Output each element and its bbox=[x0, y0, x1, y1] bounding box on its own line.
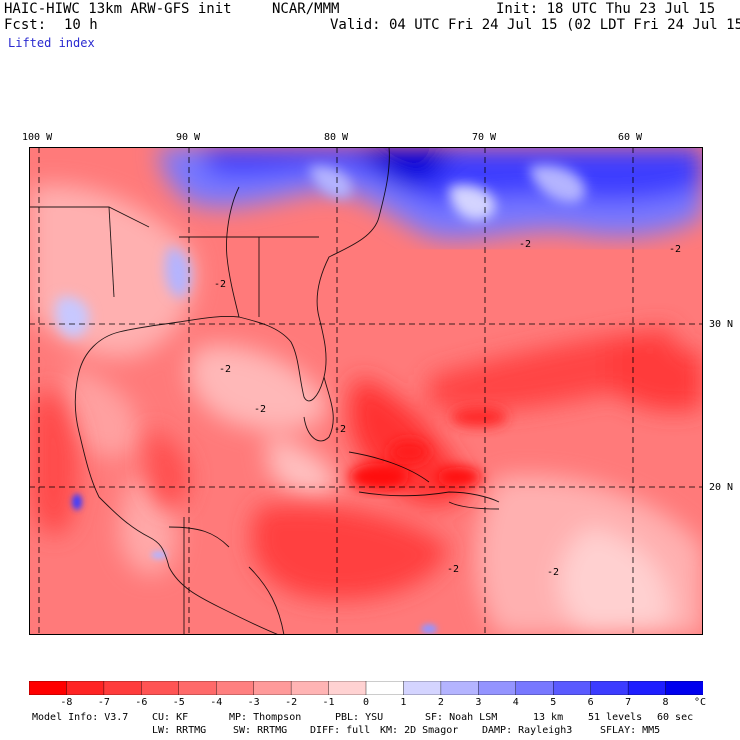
colorbar-label: -5 bbox=[172, 697, 185, 708]
microphysics-scheme: MP: Thompson bbox=[229, 712, 302, 723]
eddy-coeff-option: KM: 2D Smagor bbox=[380, 725, 459, 736]
colorbar bbox=[29, 681, 703, 695]
colorbar-swatch bbox=[478, 681, 517, 695]
colorbar-swatch bbox=[103, 681, 143, 695]
colorbar-label: 3 bbox=[475, 697, 482, 708]
lifted-index-map: -2 -2 -2 -2 -2 -2 -2 -2 bbox=[29, 147, 703, 635]
pbl-scheme: PBL: YSU bbox=[335, 712, 384, 723]
colorbar-swatch bbox=[590, 681, 629, 695]
colorbar-swatch bbox=[553, 681, 592, 695]
colorbar-label: 7 bbox=[625, 697, 632, 708]
colorbar-label: 5 bbox=[550, 697, 557, 708]
contour-label: -2 bbox=[334, 424, 346, 435]
peak-instability-cores bbox=[349, 407, 507, 491]
colorbar-swatch bbox=[403, 681, 442, 695]
center-label: NCAR/MMM bbox=[272, 1, 340, 17]
colorbar-label: 4 bbox=[512, 697, 519, 708]
diffusion-option: DIFF: full bbox=[310, 725, 371, 736]
lon-label: 70 W bbox=[472, 132, 497, 143]
shortwave-scheme: SW: RRTMG bbox=[233, 725, 288, 736]
contour-labels: -2 -2 -2 -2 -2 -2 -2 -2 bbox=[214, 239, 681, 578]
colorbar-label: 6 bbox=[587, 697, 594, 708]
colorbar-label: -4 bbox=[210, 697, 223, 708]
damping-option: DAMP: Rayleigh3 bbox=[482, 725, 573, 736]
lat-label: 30 N bbox=[709, 319, 734, 330]
colorbar-swatch bbox=[216, 681, 255, 695]
lat-label: 20 N bbox=[709, 482, 734, 493]
lon-label: 60 W bbox=[618, 132, 643, 143]
contour-label: -2 bbox=[669, 244, 681, 255]
stable-swirls bbox=[55, 165, 586, 338]
colorbar-label: -6 bbox=[135, 697, 148, 708]
colorbar-label: 2 bbox=[437, 697, 444, 708]
colorbar-unit: °C bbox=[693, 697, 707, 708]
colorbar-label: -8 bbox=[60, 697, 73, 708]
colorbar-label: -3 bbox=[247, 697, 260, 708]
colorbar-swatch bbox=[365, 681, 405, 695]
isolated-stable-spots bbox=[72, 494, 437, 634]
colorbar-swatch bbox=[440, 681, 480, 695]
valid-time: Valid: 04 UTC Fri 24 Jul 15 (02 LDT Fri … bbox=[330, 17, 740, 33]
colorbar-label: -2 bbox=[285, 697, 298, 708]
surface-layer-scheme: SFLAY: MM5 bbox=[600, 725, 661, 736]
forecast-label: Fcst: bbox=[4, 17, 47, 33]
init-time: Init: 18 UTC Thu 23 Jul 15 bbox=[496, 1, 716, 17]
vertical-levels: 51 levels bbox=[588, 712, 643, 723]
colorbar-swatch bbox=[290, 681, 330, 695]
colorbar-label: -7 bbox=[97, 697, 110, 708]
grid-spacing: 13 km bbox=[533, 712, 564, 723]
contour-label: -2 bbox=[547, 567, 559, 578]
lat-lon-grid bbox=[29, 147, 703, 635]
colorbar-swatch bbox=[29, 681, 68, 695]
longwave-scheme: LW: RRTMG bbox=[152, 725, 207, 736]
time-step: 60 sec bbox=[657, 712, 694, 723]
forecast-hour: 10 h bbox=[64, 17, 98, 33]
field-name: Lifted index bbox=[8, 36, 95, 50]
contour-label: -2 bbox=[447, 564, 459, 575]
colorbar-swatch bbox=[178, 681, 217, 695]
lon-label: 90 W bbox=[176, 132, 201, 143]
colorbar-label: 0 bbox=[362, 697, 370, 708]
model-info: Model Info: V3.7 bbox=[32, 712, 129, 723]
colorbar-label: 1 bbox=[400, 697, 407, 708]
coastlines bbox=[29, 147, 500, 635]
colorbar-swatch bbox=[253, 681, 292, 695]
contour-label: -2 bbox=[219, 364, 231, 375]
map-frame bbox=[29, 147, 703, 635]
colorbar-swatch bbox=[328, 681, 367, 695]
colorbar-label: 8 bbox=[662, 697, 669, 708]
model-title: HAIC-HIWC 13km ARW-GFS init bbox=[4, 1, 232, 17]
surface-scheme: SF: Noah LSM bbox=[425, 712, 498, 723]
lon-label: 100 W bbox=[22, 132, 53, 143]
contour-label: -2 bbox=[519, 239, 531, 250]
lon-label: 80 W bbox=[324, 132, 349, 143]
colorbar-swatch bbox=[627, 681, 667, 695]
contour-label: -2 bbox=[254, 404, 266, 415]
colorbar-swatch bbox=[141, 681, 180, 695]
colorbar-swatch bbox=[515, 681, 554, 695]
colorbar-label: -1 bbox=[322, 697, 335, 708]
cumulus-scheme: CU: KF bbox=[152, 712, 189, 723]
contour-label: -2 bbox=[214, 279, 226, 290]
colorbar-swatch bbox=[665, 681, 703, 695]
colorbar-swatch bbox=[66, 681, 105, 695]
